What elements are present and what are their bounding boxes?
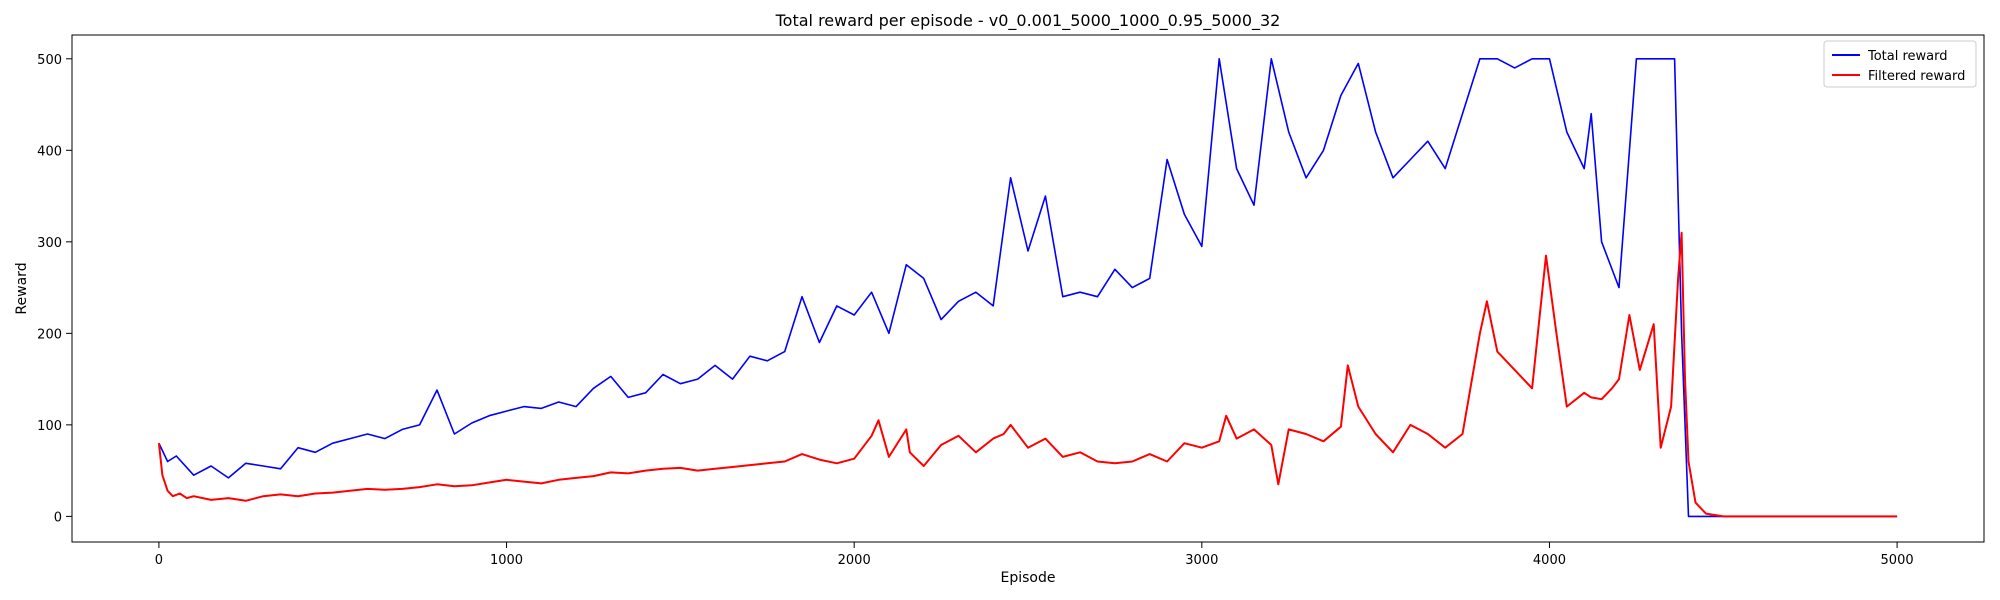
y-tick-label: 300 [37,236,62,251]
plot-area [71,34,1985,543]
x-axis-label: Episode [1001,570,1056,586]
y-tick-label: 0 [54,510,62,525]
legend-box [1823,40,1977,88]
axis-ticks: 0 1000 2000 3000 4000 5000 0 100 200 300 400 500 [37,53,1913,568]
x-tick-label: 4000 [1533,553,1566,568]
x-tick-label: 1000 [490,553,523,568]
x-tick-label: 3000 [1185,553,1218,568]
x-tick-label: 5000 [1881,553,1914,568]
x-tick-label: 2000 [838,553,871,568]
y-tick-label: 400 [37,144,62,159]
y-tick-label: 500 [37,53,62,68]
legend: Total reward Filtered reward [1823,40,1977,88]
series-line-filtered-reward [157,231,1898,518]
y-tick-label: 200 [37,327,62,342]
y-tick-label: 100 [37,419,62,434]
series-line-total-reward [158,57,1898,518]
chart-title: Total reward per episode - v0_0.001_5000… [775,11,1281,31]
legend-label: Filtered reward [1868,69,1965,84]
y-axis-label: Reward [14,262,30,314]
x-tick-label: 0 [155,553,163,568]
legend-label: Total reward [1867,49,1948,64]
plot-frame [71,34,1985,543]
